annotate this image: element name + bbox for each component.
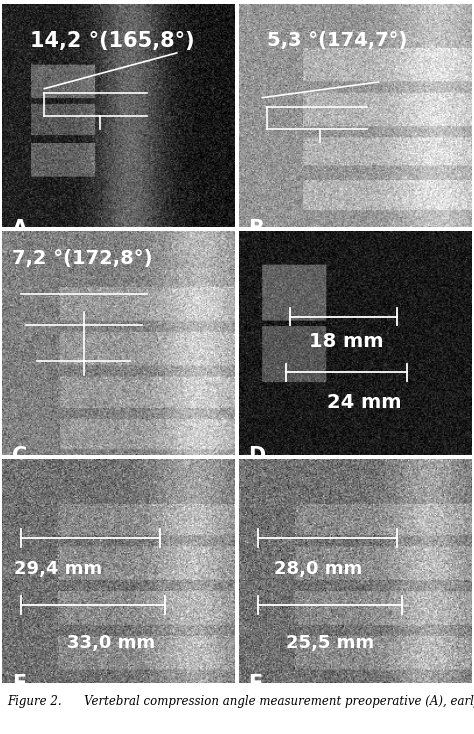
Text: Figure 2.      Vertebral compression angle measurement preoperative (A), early: Figure 2. Vertebral compression angle me… bbox=[7, 695, 474, 708]
Text: B: B bbox=[248, 219, 264, 239]
Text: 25,5 mm: 25,5 mm bbox=[286, 634, 374, 652]
Text: A: A bbox=[12, 219, 28, 239]
Text: 7,2 °(172,8°): 7,2 °(172,8°) bbox=[12, 250, 152, 269]
Text: 5,3 °(174,7°): 5,3 °(174,7°) bbox=[267, 31, 407, 49]
Text: F: F bbox=[248, 674, 263, 694]
Text: 14,2 °(165,8°): 14,2 °(165,8°) bbox=[30, 31, 195, 51]
Text: 24 mm: 24 mm bbox=[328, 393, 402, 412]
Text: C: C bbox=[12, 446, 27, 466]
Text: E: E bbox=[12, 674, 26, 694]
Text: 29,4 mm: 29,4 mm bbox=[14, 560, 102, 578]
Text: D: D bbox=[248, 446, 265, 466]
Text: 33,0 mm: 33,0 mm bbox=[67, 634, 155, 652]
Text: 18 mm: 18 mm bbox=[309, 333, 383, 351]
Text: 28,0 mm: 28,0 mm bbox=[274, 560, 362, 578]
